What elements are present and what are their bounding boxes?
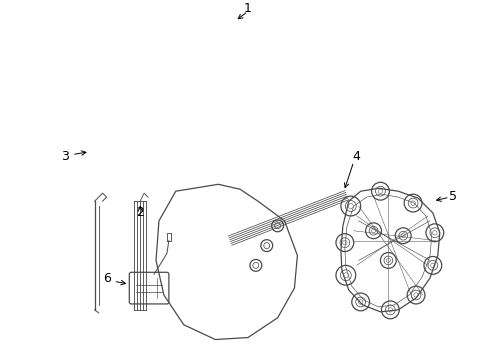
Text: 5: 5 — [447, 190, 456, 203]
Text: 6: 6 — [102, 272, 110, 285]
Text: 1: 1 — [244, 2, 251, 15]
Text: 3: 3 — [61, 150, 69, 163]
Text: 4: 4 — [352, 150, 360, 163]
Text: 2: 2 — [136, 207, 144, 220]
